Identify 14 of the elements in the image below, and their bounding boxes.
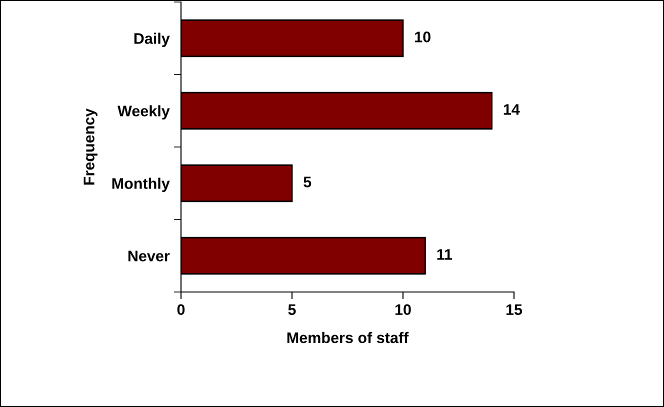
data-label: 11 xyxy=(437,249,452,260)
y-tick-label: Weekly xyxy=(118,105,170,120)
x-tick-label: 10 xyxy=(395,304,411,316)
data-label: 14 xyxy=(504,104,520,115)
y-tick-label: Monthly xyxy=(112,178,170,192)
x-tick-label: 0 xyxy=(177,304,185,316)
data-label: 5 xyxy=(304,176,312,188)
x-axis-title: Members of staff xyxy=(287,332,409,344)
x-tick-label: 5 xyxy=(288,304,296,316)
y-tick-label: Never xyxy=(128,250,170,262)
data-label: 10 xyxy=(415,32,430,42)
y-axis-title: Frequency xyxy=(84,108,98,185)
y-tick-label: Daily xyxy=(134,32,170,47)
x-tick-label: 15 xyxy=(506,304,522,316)
